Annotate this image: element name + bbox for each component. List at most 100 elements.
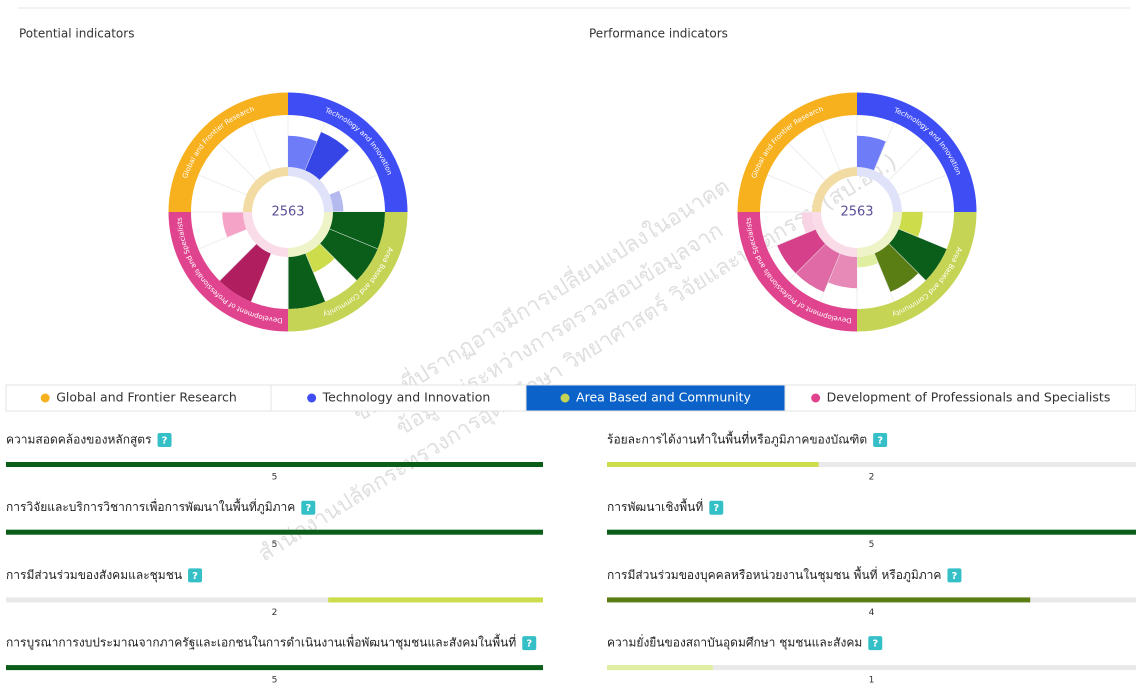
help-icon[interactable]: ?: [873, 433, 888, 447]
outer-ring: [737, 212, 857, 332]
polar-bar: [329, 212, 385, 250]
bar-fill: [6, 665, 543, 671]
polar-bar: [888, 229, 947, 281]
polar-bar: [222, 212, 247, 238]
help-icon-text: ?: [877, 436, 883, 447]
polar-bar: [305, 131, 350, 181]
polar-bar: [329, 190, 344, 212]
outer-ring: [857, 92, 977, 212]
outer-ring: [288, 212, 408, 332]
bar-track: [607, 665, 1136, 671]
polar-bar: [801, 212, 816, 234]
bar-fill: [607, 462, 819, 467]
bar-fill: [6, 462, 543, 467]
help-icon[interactable]: ?: [188, 568, 203, 583]
bar-value: 2: [272, 608, 278, 618]
spoke: [873, 122, 895, 171]
inner-ring: [812, 167, 857, 212]
indicator-label: ความยั่งยืนของสถาบันอุดมศึกษา ชุมชนและสั…: [607, 634, 862, 651]
indicator-label: การมีส่วนร่วมของสังคมและชุมชน: [6, 568, 182, 583]
chart-title: Potential indicators: [19, 27, 134, 41]
polar-bar: [219, 243, 271, 302]
spoke: [198, 174, 247, 196]
ring-border: [736, 91, 978, 333]
bar-value: 2: [869, 473, 875, 483]
help-icon-box: [522, 636, 537, 651]
bar-fill: [607, 529, 1136, 535]
inner-ring: [288, 212, 333, 257]
polar-bar: [795, 243, 840, 293]
bar-track: [6, 597, 543, 603]
legend-label: Global and Frontier Research: [56, 390, 237, 405]
legend-dot: [40, 393, 50, 403]
bar-fill: [607, 597, 1031, 603]
help-icon-box: [709, 500, 724, 515]
help-icon[interactable]: ?: [868, 636, 883, 651]
indicator-label: การพัฒนาเชิงพื้นที่: [607, 498, 703, 514]
indicator-label: การวิจัยและบริการวิชาการเพื่อการพัฒนาในพ…: [6, 498, 295, 515]
outer-ring: [857, 212, 977, 332]
help-icon-text: ?: [526, 639, 532, 650]
bar-value: 4: [869, 608, 875, 618]
polar-bar: [319, 229, 378, 281]
bar-value: 5: [272, 540, 278, 550]
inner-ring: [288, 167, 333, 212]
help-icon-text: ?: [713, 503, 719, 514]
help-icon-text: ?: [952, 571, 958, 582]
help-icon-text: ?: [872, 639, 878, 650]
help-icon[interactable]: ?: [157, 433, 172, 447]
help-icon[interactable]: ?: [709, 500, 724, 515]
polar-bar: [857, 253, 879, 268]
spoke: [898, 174, 947, 196]
legend-tab[interactable]: Global and Frontier Research: [5, 384, 272, 412]
help-icon-text: ?: [162, 436, 168, 447]
legend-tab[interactable]: Development of Professionals and Special…: [784, 384, 1136, 412]
outer-ring: [288, 92, 408, 212]
polar-bar: [305, 243, 335, 273]
help-icon-box: [868, 636, 883, 651]
tab-background: [784, 384, 1136, 412]
polar-bar: [288, 253, 326, 309]
spoke: [219, 243, 257, 281]
inner-ring: [812, 212, 857, 257]
inner-ring: [243, 212, 288, 257]
help-icon[interactable]: ?: [947, 568, 962, 583]
outer-ring: [737, 92, 857, 212]
legend-dot: [811, 393, 821, 403]
spoke: [888, 143, 926, 181]
indicator-label: การมีส่วนร่วมของบุคคลหรือหน่วยงานในชุมชน…: [607, 566, 941, 583]
bar-value: 5: [869, 540, 875, 550]
legend-label: Technology and Innovation: [322, 390, 491, 405]
legend-dot: [560, 393, 570, 403]
bar-value: 1: [869, 676, 875, 686]
indicator-label: ร้อยละการได้งานทำในพื้นที่หรือภูมิภาคของ…: [607, 431, 867, 448]
bar-fill: [328, 597, 543, 603]
help-icon-box: [301, 500, 316, 515]
help-icon-text: ?: [192, 571, 198, 582]
polar-bar: [288, 135, 318, 171]
spoke: [219, 143, 257, 181]
spoke: [319, 243, 357, 281]
help-icon-box: [873, 433, 888, 447]
chart-title: Performance indicators: [589, 27, 728, 41]
bar-track: [607, 462, 1136, 467]
spoke: [788, 243, 826, 281]
help-icon[interactable]: ?: [301, 500, 316, 515]
help-icon-box: [157, 433, 172, 447]
spoke: [319, 143, 357, 181]
help-icon[interactable]: ?: [522, 636, 537, 651]
inner-ring: [857, 212, 902, 257]
polar-bar: [857, 135, 887, 171]
inner-ring: [243, 167, 288, 212]
legend-tab[interactable]: Technology and Innovation: [270, 384, 527, 412]
legend-label: Area Based and Community: [576, 390, 752, 405]
bar-fill: [6, 529, 543, 535]
legend-label: Development of Professionals and Special…: [827, 390, 1111, 405]
help-icon-text: ?: [305, 503, 311, 514]
outer-ring: [168, 92, 288, 212]
indicator-label: ความสอดคล้องของหลักสูตร: [6, 433, 152, 448]
legend-tab[interactable]: Area Based and Community: [525, 384, 786, 412]
outer-ring: [168, 212, 288, 332]
